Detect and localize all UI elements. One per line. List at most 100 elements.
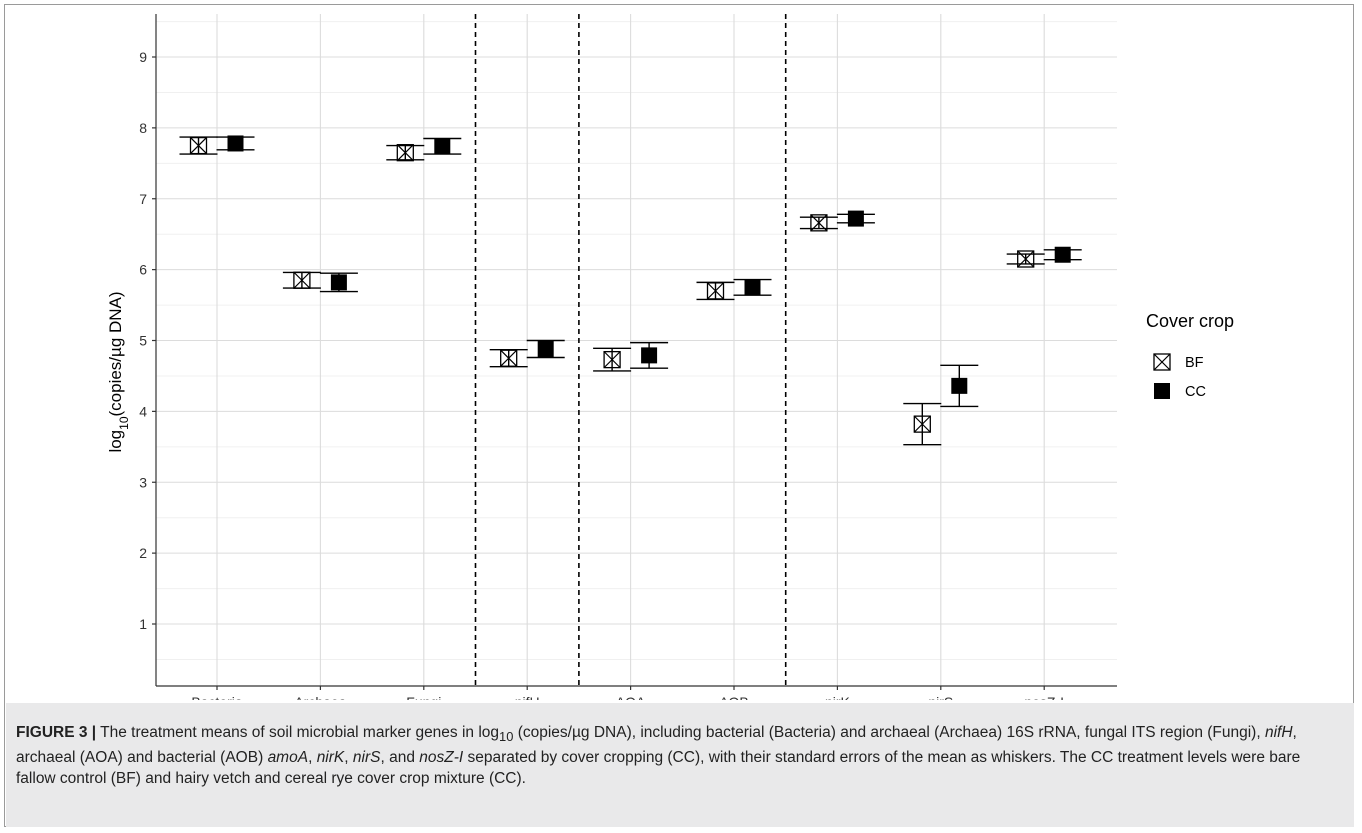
point-bf-aoa: [593, 347, 632, 372]
x-tick-label-nosz-i: nosZ-I: [1024, 694, 1064, 700]
caption-gene-nirK: nirK: [316, 749, 345, 767]
point-cc-bacteria: [216, 135, 255, 152]
caption-label: FIGURE 3 |: [16, 724, 97, 741]
point-cc-fungi: [423, 137, 462, 155]
caption-gene-nirS: nirS: [352, 749, 381, 767]
x-tick-label-aob: AOB: [719, 694, 749, 700]
caption-text-1: The treatment means of soil microbial ma…: [96, 724, 500, 741]
point-cc-aob: [733, 278, 772, 296]
x-tick-label-nifh: nifH: [515, 694, 540, 700]
point-bf-nirs: [903, 402, 942, 446]
point-cc-nosz-i: [1043, 246, 1082, 263]
point-cc-aoa-marker: [641, 347, 658, 364]
caption-text-4: ,: [308, 749, 317, 767]
point-cc-nirk-marker: [847, 210, 864, 227]
caption-gene-nosZ: nosZ-I: [419, 749, 464, 767]
point-cc-nifh-marker: [537, 341, 554, 358]
point-cc-nosz-i-marker: [1054, 246, 1071, 263]
point-bf-aoa-marker-box: [603, 350, 621, 369]
point-bf-aob-marker-box: [706, 282, 725, 300]
legend-key-bf-diag-2: [1153, 353, 1171, 371]
y-tick-label: 9: [139, 49, 147, 65]
point-bf-nirk-marker-box: [810, 214, 828, 232]
legend-title: Cover crop: [1146, 311, 1234, 331]
caption-text-2: (copies/µg DNA), including bacterial (Ba…: [513, 724, 1265, 741]
legend-label-cc: CC: [1185, 384, 1206, 400]
figure-caption: FIGURE 3 | The treatment means of soil m…: [6, 703, 1354, 827]
point-bf-nirs-marker-box: [913, 415, 931, 433]
legend-key-cc: [1154, 383, 1170, 399]
grid: [156, 14, 1117, 686]
y-tick-label: 2: [139, 545, 147, 561]
point-cc-archaea-marker: [330, 274, 347, 291]
caption-text-6: , and: [380, 749, 420, 767]
x-tick-label-aoa: AOA: [616, 694, 646, 700]
caption-gene-amoA: amoA: [267, 749, 309, 767]
point-bf-aoa-marker: [603, 350, 621, 369]
y-tick-label: 1: [139, 616, 147, 632]
category-separators: [474, 14, 787, 686]
y-tick-label: 3: [139, 474, 147, 490]
y-axis-title: log10(copies/µg DNA): [106, 291, 131, 452]
caption-subscript: 10: [499, 729, 514, 745]
point-bf-nosz-i-marker-box: [1017, 250, 1035, 268]
point-bf-nosz-i: [1006, 250, 1045, 268]
point-cc-fungi-marker: [434, 138, 451, 155]
legend-key-bf: [1153, 353, 1171, 371]
caption-text-3: , archaeal (AOA) and bacterial (AOB): [16, 724, 1297, 767]
point-bf-nirk-marker: [810, 214, 828, 232]
caption-gene-nifH: nifH: [1264, 724, 1293, 741]
point-bf-nifh-marker: [500, 349, 518, 367]
point-bf-bacteria-marker: [189, 136, 208, 155]
x-tick-label-nirk: nirK: [825, 694, 851, 700]
y-tick-label: 4: [139, 403, 147, 419]
x-tick-label-archaea: Archaea: [294, 694, 346, 700]
point-bf-archaea-marker-box: [293, 271, 311, 289]
point-bf-nifh: [489, 349, 528, 368]
y-tick-label: 5: [139, 333, 147, 349]
point-bf-fungi-marker-box: [396, 144, 414, 162]
point-bf-aob-marker: [706, 282, 725, 300]
point-bf-nosz-i-marker-diag-2: [1017, 250, 1035, 268]
point-cc-aob-marker: [744, 279, 761, 296]
legend-label-bf: BF: [1185, 355, 1204, 371]
point-cc-archaea: [319, 272, 358, 293]
point-bf-fungi: [386, 144, 425, 162]
point-bf-nirk-marker-diag-2: [810, 214, 828, 232]
point-bf-nosz-i-marker: [1017, 250, 1035, 268]
point-cc-aoa: [630, 341, 669, 369]
y-tick-label: 6: [139, 262, 147, 278]
y-tick-label: 8: [139, 120, 147, 136]
point-bf-nirk: [799, 214, 838, 232]
x-tick-label-fungi: Fungi: [406, 694, 441, 700]
point-bf-archaea-marker: [293, 271, 311, 289]
point-cc-nifh: [526, 339, 565, 359]
point-cc-nirs-marker: [951, 377, 968, 394]
point-bf-nifh-marker-diag-2: [500, 349, 518, 367]
point-bf-archaea: [282, 271, 321, 289]
point-bf-nifh-marker-box: [500, 349, 518, 367]
point-bf-nirs-marker: [913, 415, 931, 433]
point-cc-nirs: [940, 364, 979, 408]
point-bf-aoa-marker-diag-2: [603, 351, 621, 369]
point-bf-archaea-marker-diag-2: [293, 271, 311, 289]
axes: 1 2 3 4 5 6 7 8 9 Bacteria Archaea Fungi nifH AOA AOB n…: [139, 14, 1117, 700]
data-marks: [179, 135, 1082, 446]
point-bf-aob: [696, 281, 735, 301]
point-bf-bacteria-marker-box: [189, 136, 208, 155]
x-tick-label-nirs: nirS: [928, 694, 953, 700]
y-tick-label: 7: [139, 191, 147, 207]
point-bf-bacteria: [179, 136, 218, 155]
caption-text-5: ,: [344, 749, 353, 767]
point-bf-fungi-marker: [396, 144, 414, 162]
legend-key-bf-box: [1153, 353, 1171, 371]
point-cc-bacteria-marker: [227, 135, 244, 152]
point-bf-bacteria-marker-diag-2: [190, 137, 207, 155]
point-cc-nirk: [836, 210, 875, 227]
caption-text-7: separated by cover cropping (CC), with t…: [16, 749, 1301, 788]
point-bf-fungi-marker-diag-2: [396, 144, 414, 162]
point-bf-aob-marker-diag-2: [707, 282, 724, 300]
point-bf-nirs-marker-diag-2: [913, 415, 931, 433]
x-tick-label-bacteria: Bacteria: [191, 694, 243, 700]
legend: Cover crop BF CC: [1146, 311, 1234, 400]
